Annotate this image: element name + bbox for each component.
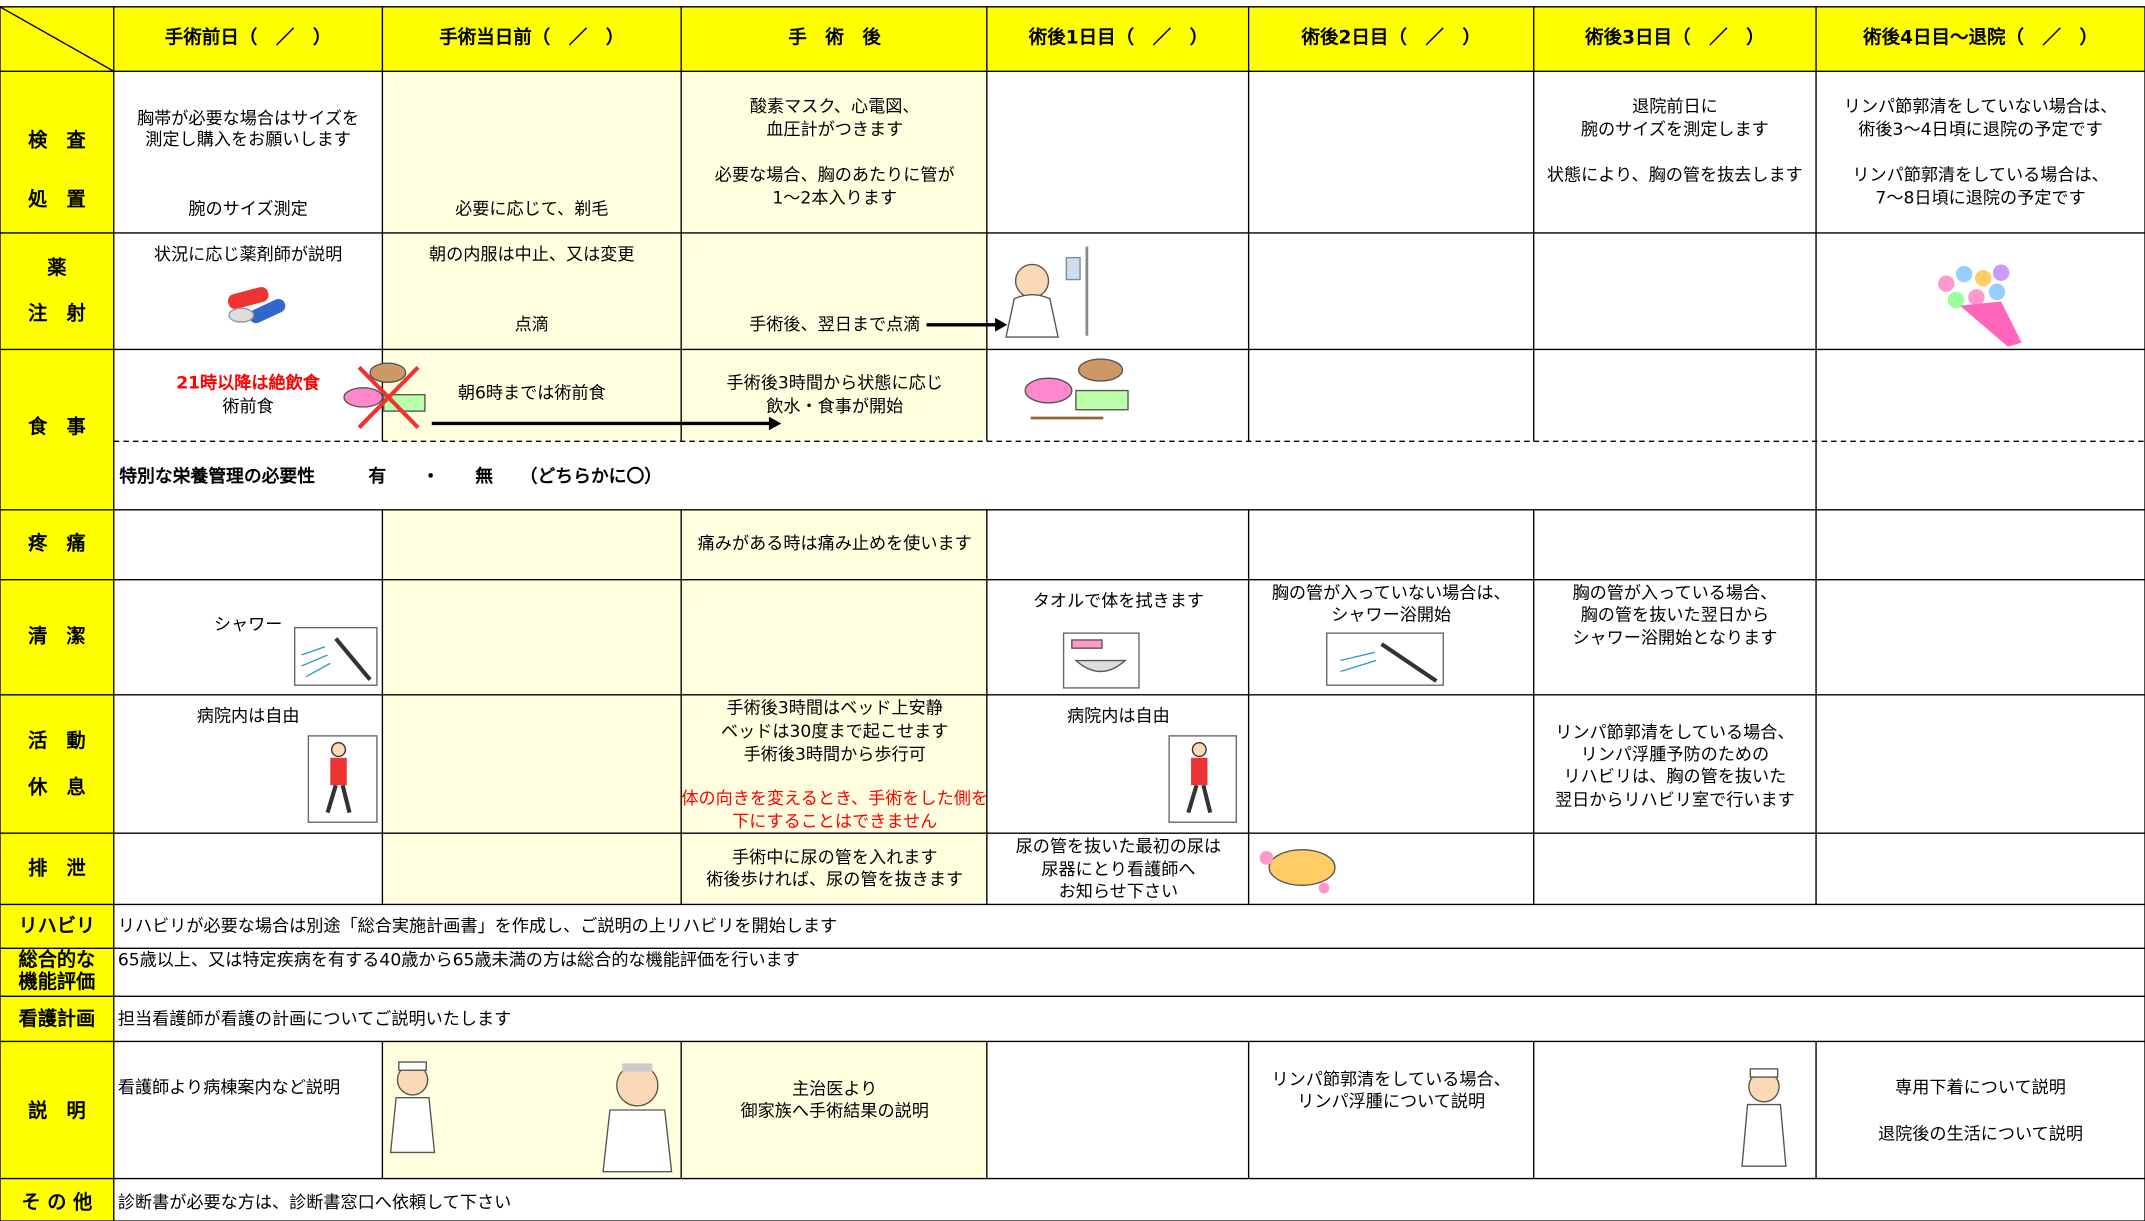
row-label: 看護計画 <box>18 1007 96 1030</box>
row-label: 活 動 <box>28 729 86 752</box>
cell-text: 胸の管を抜いた翌日から <box>1581 605 1769 625</box>
cell-text: 胸の管が入っている場合、 <box>1573 583 1778 603</box>
column-header: 術後2日目（ ／ ） <box>1300 26 1480 48</box>
illustrations <box>227 246 2022 1173</box>
row-label: そ の 他 <box>21 1191 92 1214</box>
column-header: 術後1日目（ ／ ） <box>1028 26 1208 48</box>
cell-text: シャワー浴開始となります <box>1572 629 1777 649</box>
cell-text: 胸帯が必要な場合はサイズを <box>137 109 359 129</box>
cell-text: リハビリは、胸の管を抜いた <box>1564 767 1787 787</box>
cell-text: 御家族へ手術結果の説明 <box>741 1101 929 1121</box>
column-header: 術後4日目～退院（ ／ ） <box>1862 26 2098 48</box>
cell-text: 手術後3時間から状態に応じ <box>726 374 942 394</box>
column-header: 術後3日目（ ／ ） <box>1584 26 1764 48</box>
cell-text: 腕のサイズを測定します <box>1581 120 1769 140</box>
grid-line <box>0 6 115 72</box>
cell-text: 血圧計がつきます <box>766 120 903 140</box>
cell-text: 術前食 <box>222 397 273 417</box>
cell-text: 腕のサイズ測定 <box>188 200 307 220</box>
row-label: 総合的な <box>19 948 96 971</box>
cell-text: 状態により、胸の管を抜去します <box>1547 165 1803 185</box>
cell-text: 退院後の生活について説明 <box>1878 1125 2083 1145</box>
column-header: 手術前日（ ／ ） <box>165 26 332 48</box>
cell-text: 朝の内服は中止、又は変更 <box>429 245 635 265</box>
cell-text: 必要に応じて、剃毛 <box>455 200 608 220</box>
column-header: 手 術 後 <box>788 26 881 48</box>
cell-text: 手術後3時間はベッド上安静 <box>726 698 942 718</box>
cell-text: リンパ節郭清をしている場合は、 <box>1852 165 2108 185</box>
cell-text: 痛みがある時は痛み止めを使います <box>698 533 972 554</box>
cell-text: 術後歩ければ、尿の管を抜きます <box>706 870 963 890</box>
column-header: 手術当日前（ ／ ） <box>439 26 624 48</box>
cell-text: 飲水・食事が開始 <box>766 397 903 417</box>
row-label: 疼 痛 <box>28 532 86 555</box>
cell-text: リンパ節郭清をしている場合、 <box>1555 723 1794 743</box>
cell-text: お知らせ下さい <box>1059 882 1179 902</box>
cell-text: シャワー <box>214 615 283 635</box>
cell-text: リンパ節郭清をしている場合、 <box>1272 1070 1511 1090</box>
row-label: 薬 <box>47 256 67 279</box>
cell-text: シャワー浴開始 <box>1331 605 1451 625</box>
cell-text: リンパ浮腫について説明 <box>1297 1092 1485 1112</box>
cell-text: 退院前日に <box>1632 97 1718 117</box>
row-text: 担当看護師が看護の計画についてご説明いたします <box>118 1010 511 1030</box>
cell-text: 翌日からリハビリ室で行います <box>1555 790 1795 810</box>
cell-text: 専用下着について説明 <box>1895 1078 2066 1098</box>
cell-text: リンパ浮腫予防のための <box>1581 745 1769 765</box>
cell-text: 21時以降は絶飲食 <box>176 373 321 394</box>
cell-text: 手術後、翌日まで点滴 <box>749 315 920 335</box>
cell-text: 測定し購入をお願いします <box>145 130 351 150</box>
row-text: 65歳以上、又は特定疾病を有する40歳から65歳未満の方は総合的な機能評価を行い… <box>118 951 800 971</box>
row-label: 休 息 <box>27 775 86 798</box>
row-label: 注 射 <box>28 301 86 324</box>
row-label: 処 置 <box>28 188 86 211</box>
cell-text: 必要な場合、胸のあたりに管が <box>715 165 955 185</box>
nutrition-note: 特別な栄養管理の必要性 有 ・ 無 （どちらかに〇） <box>119 465 662 487</box>
cell-text: 体の向きを変えるとき、手術をした側を <box>681 789 988 809</box>
texts: 手術前日（ ／ ） 手術当日前（ ／ ） 手 術 後 術後1日目（ ／ ） 術後2日目（… <box>18 26 2118 1213</box>
cell-text: 術後3～4日頃に退院の予定です <box>1858 120 2102 140</box>
cell-text: タオルで体を拭きます <box>1033 592 1204 612</box>
cell-text: 下にすることはできません <box>732 812 937 832</box>
cell-text: 酸素マスク、心電図、 <box>750 97 920 117</box>
cell-text: 朝6時までは術前食 <box>458 383 606 403</box>
cell-text: リンパ節郭清をしていない場合は、 <box>1844 97 2118 117</box>
cell-text: 看護師より病棟案内など説明 <box>118 1078 340 1098</box>
row-label: 説 明 <box>28 1099 86 1122</box>
row-label: 排 泄 <box>28 856 86 879</box>
cell-text: 手術後3時間から歩行可 <box>744 745 926 765</box>
row-label: リハビリ <box>19 914 96 937</box>
backgrounds <box>0 6 2145 1221</box>
row-label: 検 査 <box>28 129 86 152</box>
cell-text: 尿器にとり看護師へ <box>1041 860 1195 880</box>
cell-text: 状況に応じ薬剤師が説明 <box>154 245 342 265</box>
row-label: 清 潔 <box>28 625 86 648</box>
row-text: 診断書が必要な方は、診断書窓口へ依頼して下さい <box>118 1193 511 1213</box>
row-label: 食 事 <box>28 415 86 438</box>
cell-text: 手術中に尿の管を入れます <box>732 848 938 868</box>
cell-text: 7～8日頃に退院の予定です <box>1875 189 2085 209</box>
cell-text: ベッドは30度まで起こせます <box>721 722 948 742</box>
cell-text: 主治医より <box>792 1079 877 1099</box>
row-label: 機能評価 <box>19 970 96 993</box>
cell-text: 病院内は自由 <box>1067 707 1170 727</box>
cell-text: 胸の管が入っていない場合は、 <box>1272 583 1511 603</box>
cell-text: 点滴 <box>515 315 549 335</box>
row-text: リハビリが必要な場合は別途「総合実施計画書」を作成し、ご説明の上リハビリを開始し… <box>118 916 837 936</box>
table-grid <box>0 6 2145 1221</box>
cell-text: 尿の管を抜いた最初の尿は <box>1016 837 1222 857</box>
cell-text: 1～2本入ります <box>772 189 897 209</box>
cell-text: 病院内は自由 <box>197 707 300 727</box>
